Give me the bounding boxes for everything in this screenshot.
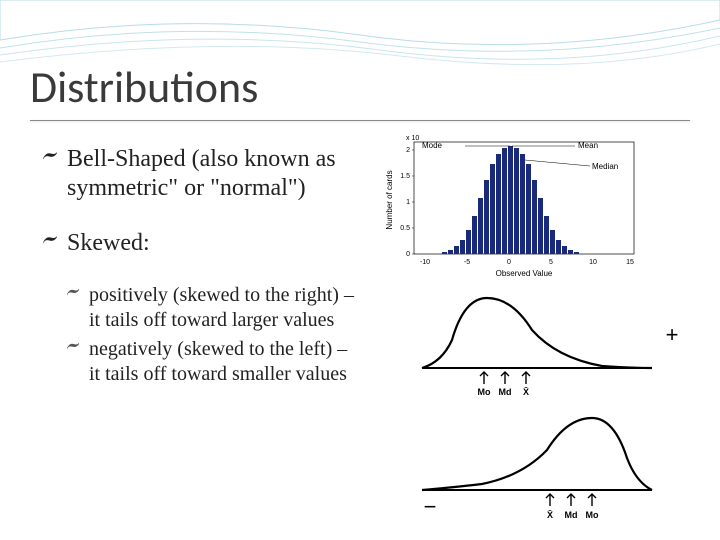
bell-xtick: 15: [626, 259, 634, 266]
pos-marker: Mo: [478, 387, 491, 397]
bell-label-mode: Mode: [422, 141, 443, 150]
bell-label-mean: Mean: [578, 141, 598, 150]
bullet-negative: negatively (skewed to the left) – it tai…: [35, 337, 355, 387]
pos-marker: X̄: [523, 387, 529, 397]
neg-marker: X̄: [547, 510, 553, 520]
bullet-positive: positively (skewed to the right) – it ta…: [35, 283, 355, 333]
bell-ytick: 1: [406, 199, 410, 206]
bell-xtick: -5: [464, 259, 470, 266]
page-title: Distributions: [30, 60, 258, 114]
neg-marker: Mo: [586, 510, 599, 520]
bell-ytick: 0: [406, 251, 410, 258]
neg-sign: −: [424, 494, 437, 519]
bell-ytick: 1.5: [400, 173, 410, 180]
bell-ytick: 0.5: [400, 225, 410, 232]
pos-sign: +: [666, 322, 679, 347]
bell-xlabel: Observed Value: [496, 269, 553, 278]
bell-ylabel-top: x 10: [406, 135, 419, 142]
bell-ylabel: Number of cards: [385, 170, 394, 229]
bell-xtick: -10: [420, 259, 430, 266]
bell-label-median: Median: [592, 162, 618, 171]
title-underline: [30, 120, 690, 121]
neg-marker: Md: [565, 510, 578, 520]
negative-skew-chart: − X̄ Md Mo: [402, 410, 692, 530]
bell-xtick: 0: [507, 259, 511, 266]
positive-skew-chart: + Mo Md X̄: [402, 290, 692, 400]
bell-chart: 0 0.5 1 1.5 2 -10 -5 0 5 10 15: [370, 132, 660, 282]
bullet-skewed: Skewed:: [35, 229, 355, 258]
bullet-bell: Bell-Shaped (also known as symmetric" or…: [35, 145, 355, 203]
pos-marker: Md: [499, 387, 512, 397]
bell-xtick: 5: [549, 259, 553, 266]
bullet-list: Bell-Shaped (also known as symmetric" or…: [35, 145, 355, 391]
bell-ytick: 2: [406, 147, 410, 154]
bell-xtick: 10: [589, 259, 597, 266]
